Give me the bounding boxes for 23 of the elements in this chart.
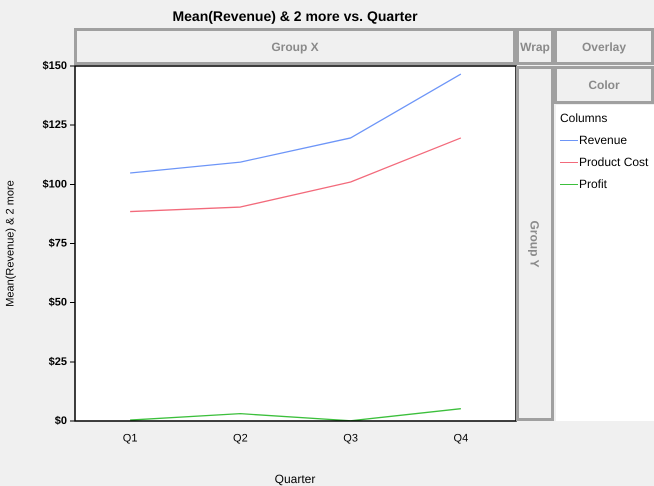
text: Overlay	[582, 40, 626, 54]
x-tick-label: Q4	[454, 432, 468, 445]
x-tick-label: Q3	[343, 432, 358, 445]
legend-label: Product Cost	[579, 155, 648, 169]
legend-title: Columns	[560, 111, 608, 125]
y-tick-label: $0	[54, 415, 67, 428]
y-tick-label: $50	[48, 296, 67, 309]
text: Group X	[271, 40, 319, 54]
text: Wrap	[520, 40, 550, 54]
y-tick-label: $25	[48, 356, 67, 368]
y-axis-title: Mean(Revenue) & 2 more	[4, 180, 17, 307]
chart-title: Mean(Revenue) & 2 more vs. Quarter	[171, 8, 419, 24]
y-tick-label: $125	[42, 119, 67, 132]
x-tick-label: Q2	[233, 432, 248, 445]
x-tick-label: Q1	[122, 432, 138, 445]
legend-label: Revenue	[579, 133, 628, 147]
x-axis-title: Quarter	[274, 472, 316, 486]
y-tick-label: $150	[42, 60, 67, 72]
text: Color	[588, 78, 620, 92]
y-tick-label: $75	[48, 238, 67, 250]
legend-label: Profit	[579, 177, 608, 191]
y-tick-label: $100	[42, 178, 67, 190]
text: Group Y	[528, 220, 542, 268]
